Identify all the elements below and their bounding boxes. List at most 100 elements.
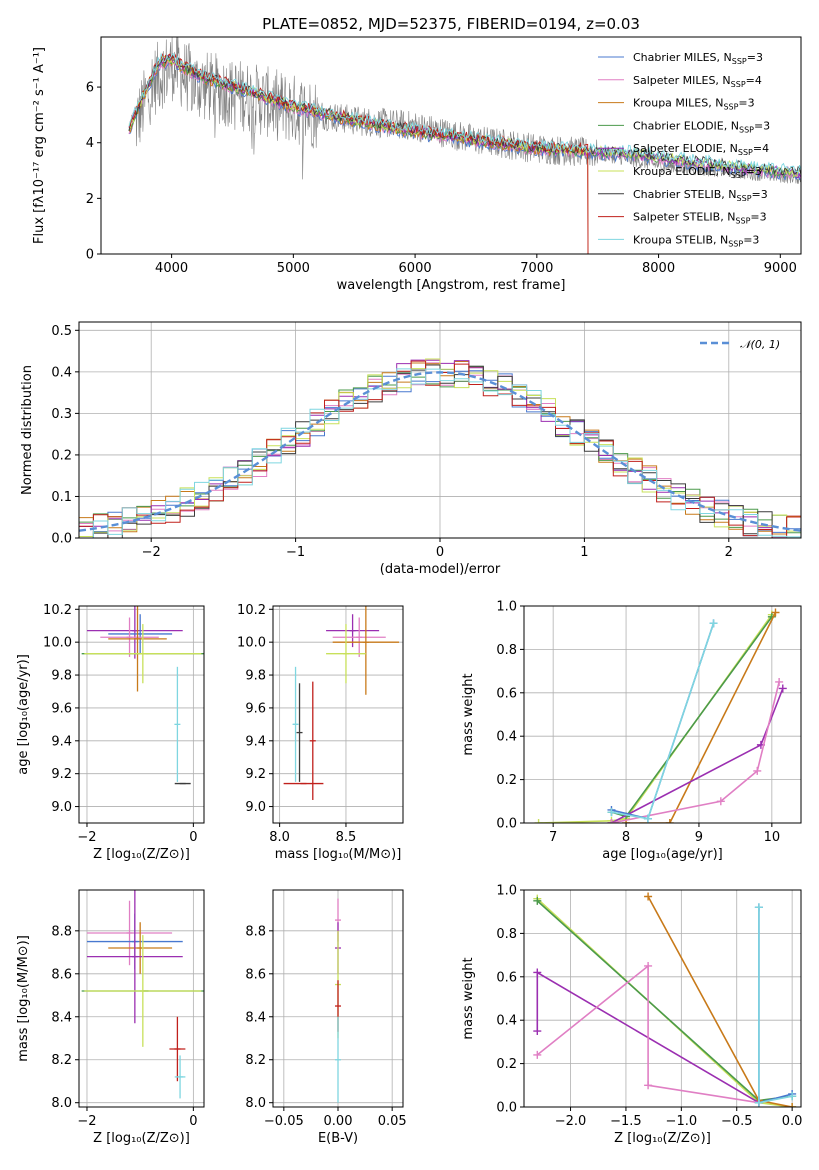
legend-entry: Chabrier ELODIE, NSSP=3 xyxy=(633,119,770,134)
weight-point-marker xyxy=(607,819,616,823)
y-tick-label: 9.0 xyxy=(51,800,72,815)
legend-subscript: SSP xyxy=(723,103,738,112)
legend-entry: Chabrier STELIB, NSSP=3 xyxy=(633,188,768,203)
data-point-errorbar xyxy=(309,681,316,800)
x-tick-label: 2 xyxy=(725,545,733,560)
x-tick-label: 8 xyxy=(622,830,630,845)
y-tick-label: 8.0 xyxy=(51,1096,72,1111)
plot-marks xyxy=(79,358,801,538)
x-axis-label: Z [log₁₀(Z/Z⊙)] xyxy=(93,847,190,862)
axes-frame xyxy=(78,889,205,1108)
y-tick-label: 0.4 xyxy=(51,365,72,380)
panel-mass_vs_ebv: −0.05 0.00 0.05 8.0 8.2 8.4 8.6 8.8 E(B-V) xyxy=(245,889,407,1146)
x-tick-label: 0.0 xyxy=(782,1114,803,1129)
weight-point-marker xyxy=(643,814,652,823)
legend-entry: Kroupa ELODIE, NSSP=3 xyxy=(633,165,762,180)
data-point-errorbar xyxy=(296,683,303,782)
y-tick-label: 9.6 xyxy=(51,701,72,716)
weight-point-marker xyxy=(788,1092,797,1101)
y-tick-label: 9.6 xyxy=(245,701,266,716)
y-tick-label: 0.0 xyxy=(496,1101,517,1116)
legend-name: Salpeter STELIB, N xyxy=(633,211,735,224)
data-point-errorbar xyxy=(332,606,400,695)
x-tick-label: 5000 xyxy=(277,261,310,276)
plot-marks xyxy=(81,606,204,785)
y-tick-label: 8.2 xyxy=(51,1053,72,1068)
axes-frame xyxy=(523,889,802,1108)
legend-entry: 𝒩(0, 1) xyxy=(740,338,780,351)
legend-name: Salpeter MILES, N xyxy=(633,74,731,87)
weight-point-marker xyxy=(753,766,762,775)
y-tick-label: 8.4 xyxy=(245,1010,266,1025)
y-tick-label: 8.8 xyxy=(51,924,72,939)
x-tick-label: −0.5 xyxy=(721,1114,753,1129)
data-point-errorbar xyxy=(108,606,167,692)
x-tick-label: 0.00 xyxy=(324,1114,353,1129)
weight-point-marker xyxy=(788,1103,797,1107)
data-point-errorbar xyxy=(174,1055,186,1099)
legend-suffix: =4 xyxy=(753,142,769,155)
x-tick-label: −2 xyxy=(77,1114,96,1129)
legend-subscript: SSP xyxy=(737,194,752,203)
y-tick-label: 0.5 xyxy=(51,324,72,339)
x-tick-label: −1.0 xyxy=(666,1114,698,1129)
y-tick-label: 8.6 xyxy=(245,967,266,982)
weight-point-marker xyxy=(533,896,542,905)
axes-frame xyxy=(100,36,802,255)
weight-series xyxy=(533,968,763,1107)
weight-point-marker xyxy=(716,797,725,806)
weight-point-marker xyxy=(754,1098,763,1107)
y-tick-label: 10.2 xyxy=(237,603,266,618)
x-tick-label: 0 xyxy=(189,830,197,845)
weight-series-line xyxy=(626,612,777,823)
legend-name: Kroupa STELIB, N xyxy=(633,233,728,246)
data-point-errorbar xyxy=(86,900,173,966)
legend-suffix: =3 xyxy=(746,165,762,178)
x-axis-label: wavelength [Angstrom, rest frame] xyxy=(337,278,566,293)
y-axis-label: age [log₁₀(age/yr)] xyxy=(16,654,31,775)
weight-point-marker xyxy=(665,819,674,823)
y-tick-label: 0.1 xyxy=(51,490,72,505)
y-tick-label: 9.8 xyxy=(51,669,72,684)
x-tick-label: 8.0 xyxy=(269,830,290,845)
plot-marks xyxy=(283,606,400,800)
model-spectrum-line xyxy=(128,52,801,173)
plot-area xyxy=(273,606,403,823)
data-point-errorbar xyxy=(292,666,299,782)
y-tick-label: 0.2 xyxy=(496,1057,517,1072)
y-tick-label: 2 xyxy=(86,192,94,207)
weight-series-line xyxy=(536,964,760,1104)
x-axis-label: Z [log₁₀(Z/Z⊙)] xyxy=(93,1131,190,1146)
x-tick-label: −1.5 xyxy=(610,1114,642,1129)
legend-name: Kroupa ELODIE, N xyxy=(633,165,731,178)
legend-subscript: SSP xyxy=(728,239,743,248)
axes-frame xyxy=(272,605,404,824)
weight-point-marker xyxy=(644,1081,653,1090)
plot-marks xyxy=(128,37,801,254)
legend-subscript: SSP xyxy=(739,125,754,134)
legend-subscript: SSP xyxy=(731,171,746,180)
legend-entry: Chabrier MILES, NSSP=3 xyxy=(633,51,763,66)
plot-marks xyxy=(533,892,797,1107)
legend-name: Chabrier MILES, N xyxy=(633,51,732,64)
data-point-errorbar xyxy=(86,606,183,659)
y-tick-label: 0.2 xyxy=(51,448,72,463)
x-axis-label: mass [log₁₀(M/M⊙)] xyxy=(275,847,402,862)
y-tick-label: 9.0 xyxy=(245,800,266,815)
legend-subscript: SSP xyxy=(735,217,750,226)
y-tick-label: 9.8 xyxy=(245,669,266,684)
y-tick-label: 0.8 xyxy=(496,643,517,658)
weight-series xyxy=(607,619,718,823)
x-tick-label: 7 xyxy=(549,830,557,845)
legend-entry: Salpeter ELODIE, NSSP=4 xyxy=(633,142,769,157)
y-tick-label: 8.0 xyxy=(245,1096,266,1111)
data-point-errorbar xyxy=(332,617,386,657)
x-axis-label: age [log₁₀(age/yr)] xyxy=(602,847,723,862)
y-tick-label: 0.6 xyxy=(496,686,517,701)
panel-weight_vs_age: 7 8 9 10 0.0 0.2 0.4 0.6 0.8 1.0 age [log₁₀(age/yr… xyxy=(461,600,802,862)
y-tick-label: 10.2 xyxy=(43,603,72,618)
x-tick-label: 4000 xyxy=(155,261,188,276)
weight-point-marker xyxy=(709,619,718,628)
